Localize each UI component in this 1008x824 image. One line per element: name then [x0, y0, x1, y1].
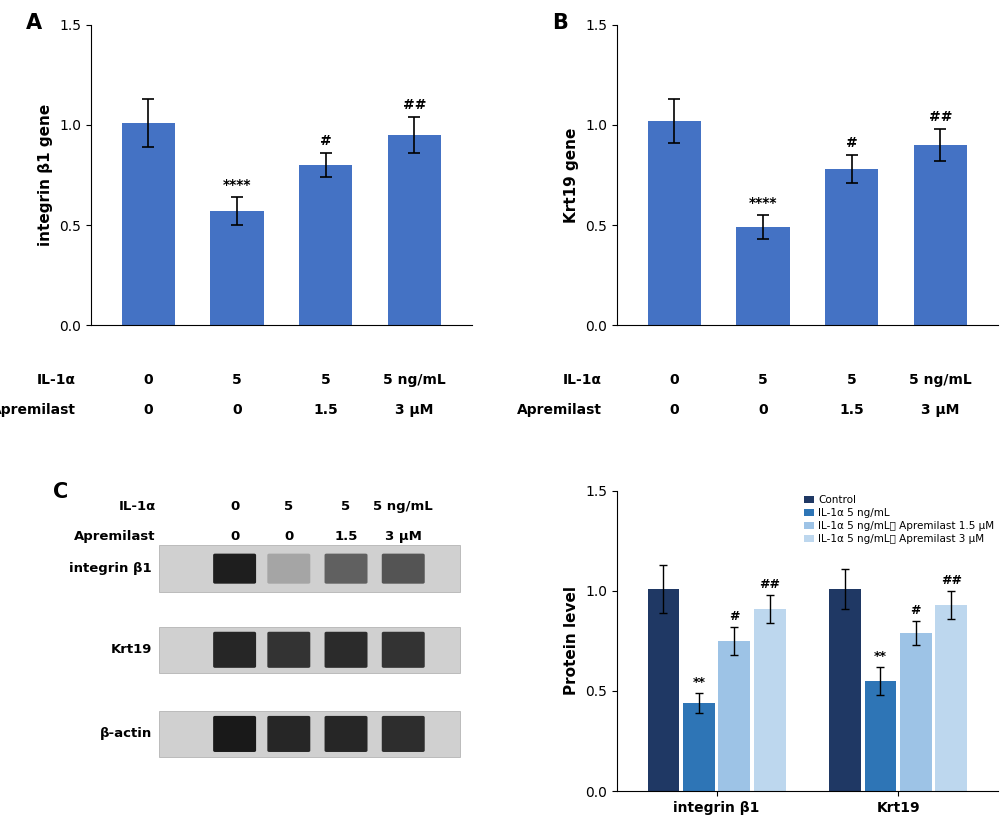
Text: ##: ## [402, 98, 426, 112]
Text: 5 ng/mL: 5 ng/mL [909, 373, 972, 387]
FancyBboxPatch shape [325, 554, 368, 583]
Text: ****: **** [749, 196, 777, 210]
Bar [647, 588, 679, 791]
FancyBboxPatch shape [159, 710, 461, 757]
FancyBboxPatch shape [159, 545, 461, 592]
Text: Apremilast: Apremilast [516, 404, 602, 418]
Bar [913, 145, 967, 325]
Text: #: # [729, 610, 740, 623]
FancyBboxPatch shape [267, 632, 310, 667]
Text: 5: 5 [321, 373, 331, 387]
FancyBboxPatch shape [159, 626, 461, 673]
Text: ##: ## [940, 574, 962, 587]
Text: ##: ## [759, 578, 780, 591]
Text: 0: 0 [284, 530, 293, 542]
Text: **: ** [692, 676, 706, 689]
Text: 5: 5 [758, 373, 768, 387]
Text: IL-1α: IL-1α [36, 373, 76, 387]
Bar [935, 605, 967, 791]
Legend: Control, IL-1α 5 ng/mL, IL-1α 5 ng/mL， Apremilast 1.5 μM, IL-1α 5 ng/mL， Apremil: Control, IL-1α 5 ng/mL, IL-1α 5 ng/mL， A… [801, 493, 997, 546]
FancyBboxPatch shape [213, 716, 256, 752]
Text: 5: 5 [342, 499, 351, 513]
Text: 0: 0 [669, 404, 679, 418]
Text: IL-1α: IL-1α [562, 373, 602, 387]
FancyBboxPatch shape [382, 716, 424, 752]
Text: C: C [52, 481, 68, 502]
Text: 5: 5 [232, 373, 242, 387]
FancyBboxPatch shape [213, 632, 256, 667]
Text: 5 ng/mL: 5 ng/mL [383, 373, 446, 387]
Y-axis label: integrin β1 gene: integrin β1 gene [38, 104, 53, 246]
Text: **: ** [874, 650, 887, 662]
Text: 0: 0 [669, 373, 679, 387]
FancyBboxPatch shape [382, 632, 424, 667]
Text: 0: 0 [232, 404, 242, 418]
Text: A: A [26, 12, 42, 33]
FancyBboxPatch shape [213, 554, 256, 583]
FancyBboxPatch shape [267, 554, 310, 583]
Text: 1.5: 1.5 [335, 530, 358, 542]
Bar [648, 121, 701, 325]
Text: #: # [846, 136, 858, 150]
Text: Krt19: Krt19 [110, 644, 152, 656]
Bar [900, 633, 931, 791]
Text: 0: 0 [143, 373, 153, 387]
Text: 3 μM: 3 μM [395, 404, 433, 418]
Text: 0: 0 [143, 404, 153, 418]
Text: #: # [320, 134, 332, 148]
FancyBboxPatch shape [325, 716, 368, 752]
Text: 0: 0 [758, 404, 768, 418]
Text: 3 μM: 3 μM [385, 530, 421, 542]
Text: IL-1α: IL-1α [118, 499, 155, 513]
Text: Apremilast: Apremilast [74, 530, 155, 542]
Text: ##: ## [928, 110, 952, 124]
FancyBboxPatch shape [325, 632, 368, 667]
Text: 1.5: 1.5 [840, 404, 864, 418]
Bar [683, 703, 715, 791]
Y-axis label: Protein level: Protein level [564, 587, 580, 695]
Text: 0: 0 [230, 499, 239, 513]
Y-axis label: Krt19 gene: Krt19 gene [564, 127, 580, 222]
Text: Apremilast: Apremilast [0, 404, 76, 418]
Text: 3 μM: 3 μM [921, 404, 960, 418]
Text: #: # [910, 604, 921, 616]
Text: ****: **** [223, 178, 251, 192]
Bar [388, 135, 440, 325]
Bar [754, 609, 785, 791]
Text: 0: 0 [230, 530, 239, 542]
Bar [737, 227, 789, 325]
Bar [299, 165, 352, 325]
Text: β-actin: β-actin [100, 728, 152, 741]
Text: 5 ng/mL: 5 ng/mL [373, 499, 433, 513]
Text: 5: 5 [284, 499, 293, 513]
FancyBboxPatch shape [267, 716, 310, 752]
FancyBboxPatch shape [382, 554, 424, 583]
Bar [826, 169, 878, 325]
Text: integrin β1: integrin β1 [70, 562, 152, 575]
Bar [865, 681, 896, 791]
Bar [830, 588, 861, 791]
Bar [122, 123, 175, 325]
Bar [211, 211, 263, 325]
Text: 5: 5 [847, 373, 857, 387]
Bar [719, 641, 750, 791]
Text: 1.5: 1.5 [313, 404, 338, 418]
Text: B: B [552, 12, 568, 33]
